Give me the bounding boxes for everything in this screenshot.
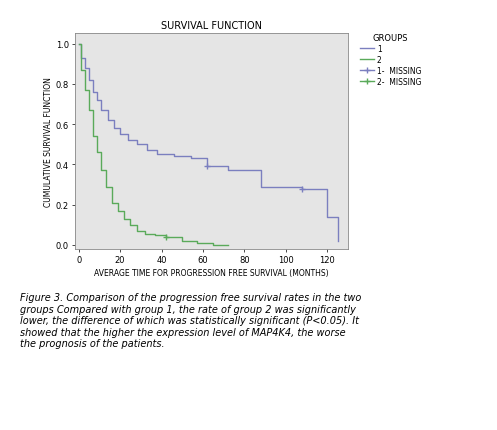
Legend: 1, 2, 1-  MISSING, 2-  MISSING: 1, 2, 1- MISSING, 2- MISSING: [360, 34, 421, 86]
Text: Figure 3. Comparison of the progression free survival rates in the two
groups Co: Figure 3. Comparison of the progression …: [20, 292, 361, 349]
Title: SURVIVAL FUNCTION: SURVIVAL FUNCTION: [161, 21, 262, 31]
Y-axis label: CUMULATIVE SURVIVAL FUNCTION: CUMULATIVE SURVIVAL FUNCTION: [44, 77, 53, 207]
X-axis label: AVERAGE TIME FOR PROGRESSION FREE SURVIVAL (MONTHS): AVERAGE TIME FOR PROGRESSION FREE SURVIV…: [94, 268, 329, 277]
